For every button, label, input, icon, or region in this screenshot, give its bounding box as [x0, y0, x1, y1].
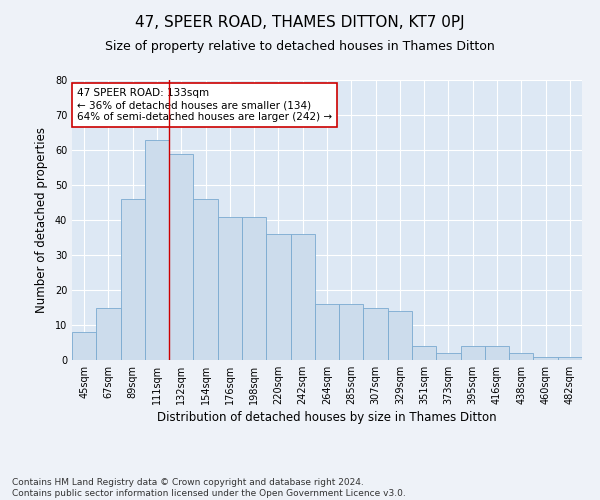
- Bar: [339, 304, 364, 360]
- Bar: [218, 216, 242, 360]
- Bar: [388, 311, 412, 360]
- Bar: [96, 308, 121, 360]
- X-axis label: Distribution of detached houses by size in Thames Ditton: Distribution of detached houses by size …: [157, 411, 497, 424]
- Text: 47 SPEER ROAD: 133sqm
← 36% of detached houses are smaller (134)
64% of semi-det: 47 SPEER ROAD: 133sqm ← 36% of detached …: [77, 88, 332, 122]
- Bar: [533, 356, 558, 360]
- Bar: [509, 353, 533, 360]
- Y-axis label: Number of detached properties: Number of detached properties: [35, 127, 48, 313]
- Bar: [266, 234, 290, 360]
- Bar: [290, 234, 315, 360]
- Bar: [242, 216, 266, 360]
- Bar: [461, 346, 485, 360]
- Bar: [364, 308, 388, 360]
- Bar: [121, 199, 145, 360]
- Bar: [145, 140, 169, 360]
- Text: Size of property relative to detached houses in Thames Ditton: Size of property relative to detached ho…: [105, 40, 495, 53]
- Text: Contains HM Land Registry data © Crown copyright and database right 2024.
Contai: Contains HM Land Registry data © Crown c…: [12, 478, 406, 498]
- Bar: [193, 199, 218, 360]
- Bar: [412, 346, 436, 360]
- Bar: [485, 346, 509, 360]
- Bar: [558, 356, 582, 360]
- Bar: [315, 304, 339, 360]
- Bar: [436, 353, 461, 360]
- Text: 47, SPEER ROAD, THAMES DITTON, KT7 0PJ: 47, SPEER ROAD, THAMES DITTON, KT7 0PJ: [135, 15, 465, 30]
- Bar: [169, 154, 193, 360]
- Bar: [72, 332, 96, 360]
